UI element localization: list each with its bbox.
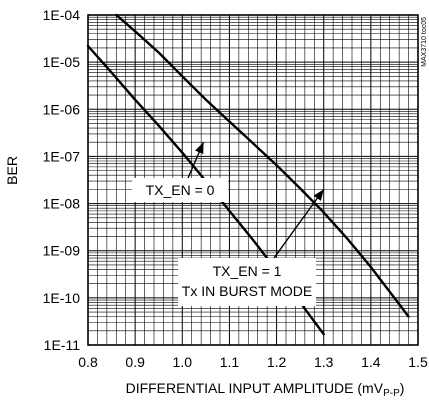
x-axis-title-close: ) [400, 380, 405, 396]
y-tick-label: 1E-06 [43, 101, 81, 117]
y-tick-label: 1E-05 [43, 54, 81, 70]
x-tick-label: 1.3 [314, 354, 334, 370]
y-axis-title: BER [4, 156, 20, 185]
x-axis-title-main: DIFFERENTIAL INPUT AMPLITUDE (mV [126, 380, 384, 396]
annotation-arrowhead-2 [313, 189, 324, 201]
y-tick-label: 1E-08 [43, 196, 81, 212]
x-tick-labels: 0.8 0.9 1.0 1.1 1.2 1.3 1.4 1.5 [78, 354, 428, 370]
y-tick-label: 1E-07 [43, 148, 81, 164]
annotations: TX_EN = 0 TX_EN = 1 Tx IN BURST MODE [132, 141, 325, 306]
x-tick-label: 1.4 [361, 354, 381, 370]
figure-id-label: MAX3710 toc05 [421, 17, 428, 67]
x-tick-label: 0.9 [125, 354, 145, 370]
x-tick-label: 1.1 [220, 354, 240, 370]
annotation-label-2-line: Tx IN BURST MODE [182, 283, 312, 299]
annotation-arrowhead-1 [194, 142, 204, 155]
plot-frame [87, 14, 419, 346]
y-tick-label: 1E-11 [44, 337, 81, 353]
annotation-label-1: TX_EN = 0 [146, 182, 215, 198]
x-tick-label: 1.0 [173, 354, 193, 370]
x-tick-label: 0.8 [78, 354, 98, 370]
annotation-leader-2 [273, 188, 325, 259]
annotation-box-1 [132, 178, 228, 202]
y-tick-labels: 1E-04 1E-05 1E-06 1E-07 1E-08 1E-09 1E-10 1E-11 [43, 7, 81, 353]
x-axis-title-sub: P-P [383, 388, 400, 399]
annotation-label-2-line: TX_EN = 1 [213, 263, 282, 279]
annotation-box-2 [178, 258, 316, 306]
series-line-2 [115, 13, 410, 318]
y-tick-label: 1E-04 [43, 7, 81, 23]
x-axis-title: DIFFERENTIAL INPUT AMPLITUDE (mVP-P) [126, 380, 405, 399]
y-tick-label: 1E-10 [43, 290, 81, 306]
y-tick-label: 1E-09 [43, 243, 81, 259]
x-tick-label: 1.5 [408, 354, 428, 370]
x-tick-label: 1.2 [267, 354, 287, 370]
